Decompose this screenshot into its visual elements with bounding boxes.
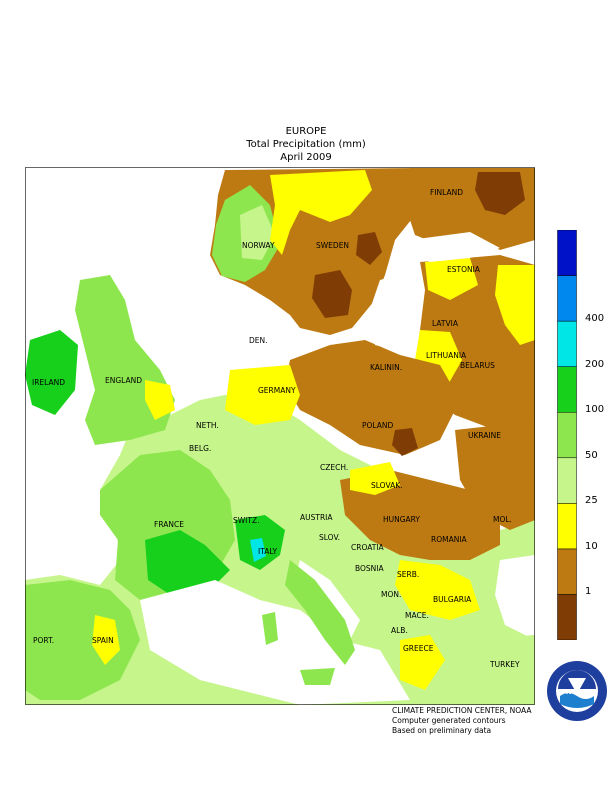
legend-label-25: 25 xyxy=(585,495,598,507)
country-label-germany: GERMANY xyxy=(258,386,296,395)
credit-line-3: Based on preliminary data xyxy=(392,726,492,735)
map-poland-dark xyxy=(392,428,418,456)
country-label-kalinin: KALININ. xyxy=(370,363,402,372)
map-region-title: EUROPE xyxy=(285,126,327,137)
country-label-czech: CZECH. xyxy=(320,463,348,472)
map-finland-dark xyxy=(475,172,525,215)
map-latvia-lithuania-yellow xyxy=(495,265,535,345)
map-period-title: April 2009 xyxy=(280,152,332,163)
country-label-alb: ALB. xyxy=(391,626,408,635)
map-italy-peninsula xyxy=(285,560,355,665)
map-iberia-wet xyxy=(25,580,140,700)
country-label-mol: MOL. xyxy=(493,515,512,524)
map-frame xyxy=(25,167,535,705)
legend-label-100: 100 xyxy=(585,404,605,416)
country-label-ireland: IRELAND xyxy=(32,378,65,387)
country-label-england: ENGLAND xyxy=(105,376,142,385)
map-poland-dry xyxy=(285,340,460,455)
country-label-bosnia: BOSNIA xyxy=(355,564,384,573)
legend-color-bar xyxy=(557,230,577,640)
country-label-bulgaria: BULGARIA xyxy=(433,595,472,604)
map-norway-moderate xyxy=(240,205,275,260)
map-sardinia xyxy=(262,612,278,645)
country-label-romania: ROMANIA xyxy=(431,535,468,544)
country-label-belarus: BELARUS xyxy=(460,361,495,370)
map-france-heavy xyxy=(145,530,230,598)
map-ukraine-dry xyxy=(455,420,535,530)
country-label-italy: ITALY xyxy=(258,547,278,556)
country-label-poland: POLAND xyxy=(362,421,394,430)
country-label-latvia: LATVIA xyxy=(432,319,459,328)
country-label-greece: GREECE xyxy=(403,644,434,653)
legend-band-5 xyxy=(557,366,577,413)
map-balkans-yellow xyxy=(395,560,480,620)
country-label-france: FRANCE xyxy=(154,520,184,529)
country-label-serb: SERB. xyxy=(397,570,419,579)
legend-band-8 xyxy=(557,230,577,276)
credit-line-2: Computer generated contours xyxy=(392,716,506,725)
noaa-logo: NOAA xyxy=(547,661,607,721)
country-label-croatia: CROATIA xyxy=(351,543,385,552)
legend-label-1: 1 xyxy=(585,586,592,598)
country-label-mace: MACE. xyxy=(405,611,429,620)
country-label-slov: SLOV. xyxy=(319,533,340,542)
country-label-neth: NETH. xyxy=(196,421,219,430)
map-italy-cyan xyxy=(250,538,266,562)
country-label-norway: NORWAY xyxy=(242,241,275,250)
country-label-port: PORT. xyxy=(33,636,54,645)
country-label-mon: MON. xyxy=(381,590,401,599)
country-label-sweden: SWEDEN xyxy=(316,241,349,250)
map-mediterranean-sea xyxy=(140,580,410,705)
legend-label-10: 10 xyxy=(585,540,598,552)
country-label-estonia: ESTONIA xyxy=(447,265,481,274)
map-slovakia-yellow xyxy=(350,462,400,495)
country-label-slovak: SLOVAK. xyxy=(371,481,403,490)
legend-band-7 xyxy=(557,275,577,322)
legend-band-4 xyxy=(557,411,577,459)
map-baltic-sea xyxy=(368,275,420,350)
legend-label-50: 50 xyxy=(585,449,598,461)
map-sicily xyxy=(300,668,335,685)
map-england-yellow xyxy=(145,380,175,420)
credit-line-1: CLIMATE PREDICTION CENTER, NOAA xyxy=(392,706,532,715)
legend-band-0 xyxy=(557,594,577,640)
legend-band-3 xyxy=(557,457,577,504)
country-label-spain: SPAIN xyxy=(92,636,114,645)
legend-label-200: 200 xyxy=(585,358,605,370)
map-estonia-yellow xyxy=(425,258,478,300)
legend-band-1 xyxy=(557,548,577,595)
country-label-hungary: HUNGARY xyxy=(383,515,420,524)
legend-band-2 xyxy=(557,503,577,550)
map-germany-yellow xyxy=(225,365,300,425)
map-spain-yellow xyxy=(92,615,120,665)
country-label-den: DEN. xyxy=(249,336,268,345)
credits-block: CLIMATE PREDICTION CENTER, NOAA Computer… xyxy=(392,706,531,736)
noaa-logo-text: NOAA xyxy=(566,688,589,696)
map-variable-title: Total Precipitation (mm) xyxy=(246,139,366,150)
country-label-ukraine: UKRAINE xyxy=(468,431,501,440)
country-label-finland: FINLAND xyxy=(430,188,463,197)
map-sweden-dark xyxy=(312,270,352,318)
country-label-turkey: TURKEY xyxy=(489,660,520,669)
map-sweden-yellow xyxy=(270,170,372,255)
country-label-lithuania: LITHUANIA xyxy=(426,351,467,360)
map-north-sea xyxy=(160,280,250,375)
country-label-austria: AUSTRIA xyxy=(300,513,333,522)
map-greece-yellow xyxy=(400,635,445,690)
legend-band-6 xyxy=(557,320,577,367)
map-sweden-dark-north xyxy=(356,232,382,265)
country-label-belg: BELG. xyxy=(189,444,211,453)
map-gulf-of-finland xyxy=(408,232,500,262)
map-black-sea xyxy=(495,555,535,640)
map-turkey-land xyxy=(455,635,535,705)
map-ireland-land xyxy=(25,330,78,415)
legend-label-400: 400 xyxy=(585,313,605,325)
country-label-switz: SWITZ. xyxy=(233,516,260,525)
